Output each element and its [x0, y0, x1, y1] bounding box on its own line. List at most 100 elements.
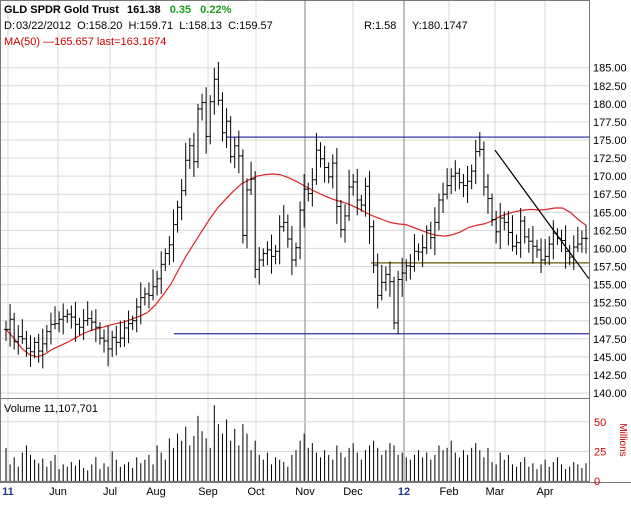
ohlc-readout: D:03/22/2012 O:158.20 H:159.71 L:158.13 … [4, 20, 273, 33]
r-readout: R:1.58 [364, 20, 396, 33]
ohlc-bar [81, 309, 86, 341]
price-bars [4, 61, 588, 369]
r-value: 1.58 [375, 20, 397, 32]
ohlc-bar [155, 270, 160, 296]
ohlc-bar [97, 322, 102, 345]
y-tick-label: 182.50 [593, 81, 627, 93]
ohlc-bar [48, 312, 53, 345]
ohlc-bar [53, 306, 58, 330]
downtrend-line [494, 149, 590, 280]
ohlc-bar [465, 166, 470, 203]
ohlc-bar [212, 67, 217, 115]
ohlc-bar [12, 312, 17, 350]
ohlc-bar [65, 309, 70, 323]
ohlc-bar [126, 310, 131, 344]
ticker-header: GLD SPDR Gold Trust 161.38 0.35 0.22% [4, 4, 231, 17]
ohlc-bar [490, 193, 495, 227]
ohlc-bar [253, 171, 258, 279]
ma50-line [5, 173, 587, 358]
ohlc-bar [502, 211, 507, 231]
ohlc-bar [343, 204, 348, 243]
ohlc-bar [204, 87, 209, 154]
ohlc-bar [187, 137, 192, 169]
ohlc-bar [302, 173, 307, 228]
ohlc-bar [371, 220, 376, 274]
ohlc-bar [40, 328, 45, 369]
ohlc-bar [338, 200, 343, 238]
y-tick-label: 140.00 [593, 388, 627, 400]
y-tick-label: 152.50 [593, 298, 627, 310]
trend-lines [494, 149, 590, 280]
ohlc-bar [416, 243, 421, 261]
ohlc-bar [236, 130, 241, 174]
ohlc-bar [134, 298, 139, 333]
ohlc-bar [543, 239, 548, 266]
ohlc-bar [106, 325, 111, 367]
ohlc-bar [69, 305, 74, 329]
ohlc-bar [453, 160, 458, 192]
ohlc-bar [224, 108, 229, 148]
y-tick-label: 165.00 [593, 207, 627, 219]
ohlc-bar [424, 225, 429, 255]
ohlc-bar [257, 246, 262, 285]
ohlc-bar [310, 168, 315, 207]
ohlc-bar [392, 276, 397, 330]
ohlc-bar [44, 325, 49, 352]
y-tick-label: 177.50 [593, 117, 627, 129]
ohlc-bar [114, 325, 119, 356]
ohlc-bar [522, 215, 527, 244]
moving-average [5, 173, 587, 358]
date-label: D: [4, 20, 15, 32]
ohlc-bar [122, 319, 127, 347]
ohlc-bar [420, 234, 425, 268]
volume-tick-label: 0 [594, 476, 600, 488]
ohlc-bar [261, 248, 266, 267]
x-tick-label: 11 [2, 486, 14, 498]
ohlc-bar [318, 142, 323, 168]
y-tick-label: 147.50 [593, 334, 627, 346]
last-price: 161.38 [126, 4, 161, 16]
y-tick-label: 157.50 [593, 262, 627, 274]
y-tick-label: 162.50 [593, 225, 627, 237]
ohlc-bar [367, 171, 372, 245]
ohlc-bar [363, 177, 368, 217]
ohlc-bar [322, 145, 327, 183]
ohlc-bar [89, 310, 94, 331]
ohlc-bar [179, 179, 184, 221]
ohlc-bar [379, 265, 384, 301]
ohlc-bar [171, 209, 176, 263]
ohlc-bar [457, 168, 462, 190]
ohlc-bar [294, 242, 298, 267]
ohlc-bar [387, 261, 392, 297]
ohlc-bar [146, 282, 151, 309]
x-tick-label: Sep [198, 486, 218, 498]
ma-legend: MA(50) —165.657 last=163.1674 [4, 36, 167, 48]
y-tick-label: 175.00 [593, 135, 627, 147]
panel-frames [0, 0, 631, 483]
x-tick-label: Aug [146, 486, 166, 498]
volume-legend: Volume 11,107,701 [4, 403, 98, 415]
ohlc-bar [28, 335, 33, 367]
ohlc-bar [85, 301, 90, 326]
ohlc-bar [526, 228, 531, 253]
ohlc-bar [539, 238, 544, 274]
ohlc-bar [461, 173, 466, 198]
y-tick-label: 145.00 [593, 352, 627, 364]
high-value: 159.71 [139, 20, 174, 32]
ohlc-bar [8, 304, 13, 347]
ohlc-bar [277, 215, 282, 265]
y-value: 180.1747 [421, 20, 468, 32]
ohlc-bar [351, 173, 356, 196]
volume-unit-label: Millions [617, 423, 628, 456]
open-label: O: [77, 20, 89, 32]
price-change: 0.35 [169, 4, 192, 16]
ohlc-bar [498, 202, 503, 250]
ohlc-bar [477, 132, 482, 157]
ohlc-bar [404, 259, 409, 281]
ohlc-bar [240, 149, 245, 244]
ohlc-bar [269, 234, 274, 274]
r-label: R: [364, 20, 375, 32]
x-tick-label: Jun [49, 486, 67, 498]
